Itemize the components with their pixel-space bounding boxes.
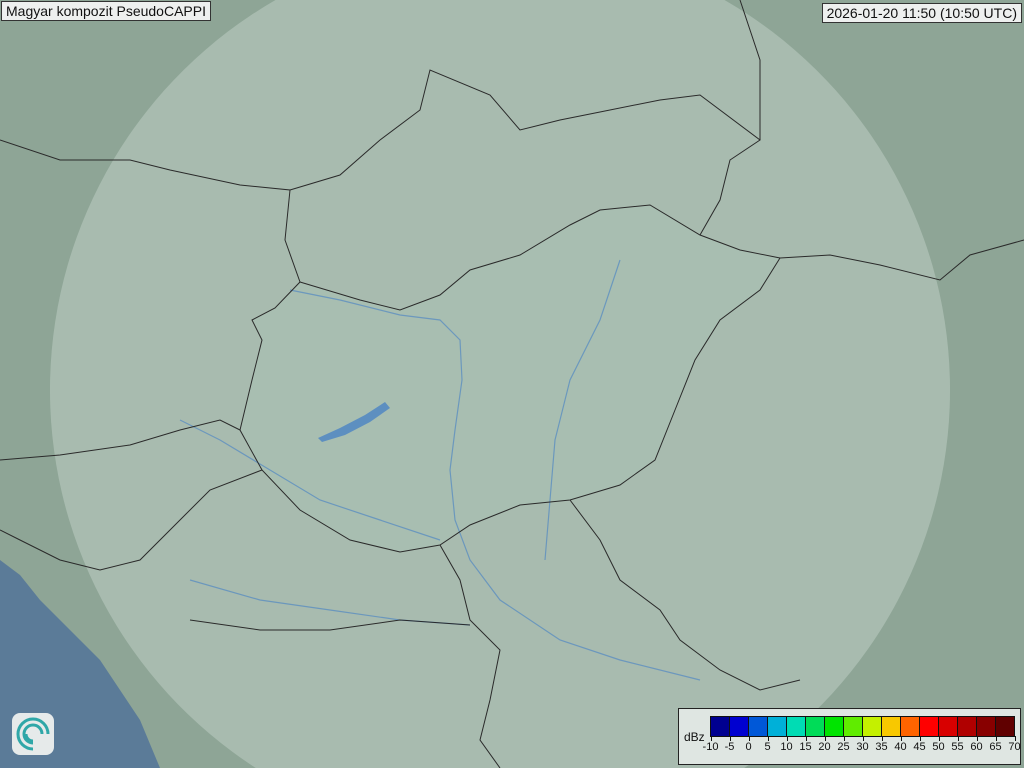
legend-color-cell [920,717,939,736]
legend-tick [729,736,731,741]
legend-tick-label: 55 [951,741,964,753]
legend-tick [1014,736,1016,741]
legend-tick-label: -10 [702,741,719,753]
product-title: Magyar kompozit PseudoCAPPI [1,1,211,21]
legend-tick-label: 0 [745,741,752,753]
legend-tick [900,736,902,741]
legend-tick [881,736,883,741]
legend-tick-label: 35 [875,741,888,753]
legend-tick-label: 65 [989,741,1002,753]
legend-color-cell [806,717,825,736]
legend-tick [995,736,997,741]
legend-color-cell [787,717,806,736]
legend-tick [710,736,712,741]
lake-balaton [318,402,390,442]
legend-tick-label: 25 [837,741,850,753]
legend-tick [748,736,750,741]
legend-tick-label: 60 [970,741,983,753]
legend-tick-label: 30 [856,741,869,753]
legend-tick [938,736,940,741]
legend-tick-label: 70 [1008,741,1021,753]
legend-tick-label: 5 [764,741,771,753]
legend-color-cell [730,717,749,736]
legend-tick [767,736,769,741]
legend-color-cell [958,717,977,736]
legend-tick [957,736,959,741]
legend-tick-label: 10 [780,741,793,753]
timestamp-label: 2026-01-20 11:50 (10:50 UTC) [821,3,1022,23]
hungary-area [240,205,780,552]
legend-color-cell [863,717,882,736]
legend-color-cell [882,717,901,736]
legend-tick [824,736,826,741]
legend-tick-label: 40 [894,741,907,753]
swirl-logo-icon [12,713,54,755]
legend-tick [976,736,978,741]
legend-tick [843,736,845,741]
legend-color-cell [996,717,1014,736]
legend-unit: dBz [684,730,705,744]
legend-tick-label: 50 [932,741,945,753]
legend-tick [805,736,807,741]
legend-color-cell [977,717,996,736]
color-scale-bar [710,716,1015,737]
legend-tick-label: 15 [799,741,812,753]
legend-color-cell [749,717,768,736]
legend-color-cell [939,717,958,736]
legend-color-cell [711,717,730,736]
legend-tick [786,736,788,741]
legend-tick [919,736,921,741]
legend-color-cell [825,717,844,736]
legend-color-cell [844,717,863,736]
legend-color-cell [901,717,920,736]
legend-tick-label: -5 [724,741,735,753]
dbz-legend: dBz -10 -5 0 5 10 15 20 25 30 35 40 45 50 55 60 65 70 [678,708,1021,765]
legend-tick [862,736,864,741]
legend-tick-label: 45 [913,741,926,753]
legend-tick-label: 20 [818,741,831,753]
legend-color-cell [768,717,787,736]
